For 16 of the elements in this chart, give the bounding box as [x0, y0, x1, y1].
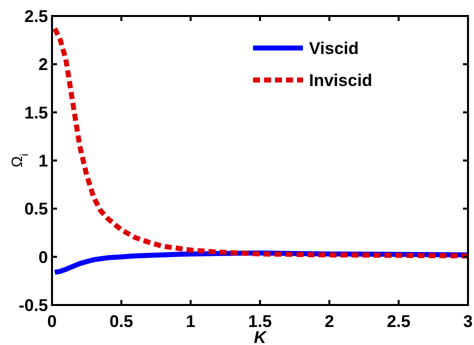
y-tick-label: 1.5: [24, 103, 48, 122]
x-tick-label: 1.5: [248, 312, 272, 331]
y-tick-label: 0.5: [24, 200, 48, 219]
legend-label: Viscid: [309, 39, 359, 58]
x-tick-label: 1: [186, 312, 196, 331]
legend-label: Inviscid: [309, 71, 372, 90]
x-tick-label: 0.5: [110, 312, 134, 331]
x-tick-label: 2.5: [386, 312, 410, 331]
y-tick-label: 1: [38, 152, 48, 170]
y-tick-label: 2: [38, 55, 48, 74]
x-axis-title: K: [254, 328, 268, 345]
y-tick-label: 2.5: [24, 7, 48, 26]
y-tick-label: 0: [38, 248, 48, 267]
y-tick-label: -0.5: [18, 296, 48, 315]
x-tick-label: 2: [324, 312, 334, 331]
x-tick-label: 3: [463, 312, 473, 331]
